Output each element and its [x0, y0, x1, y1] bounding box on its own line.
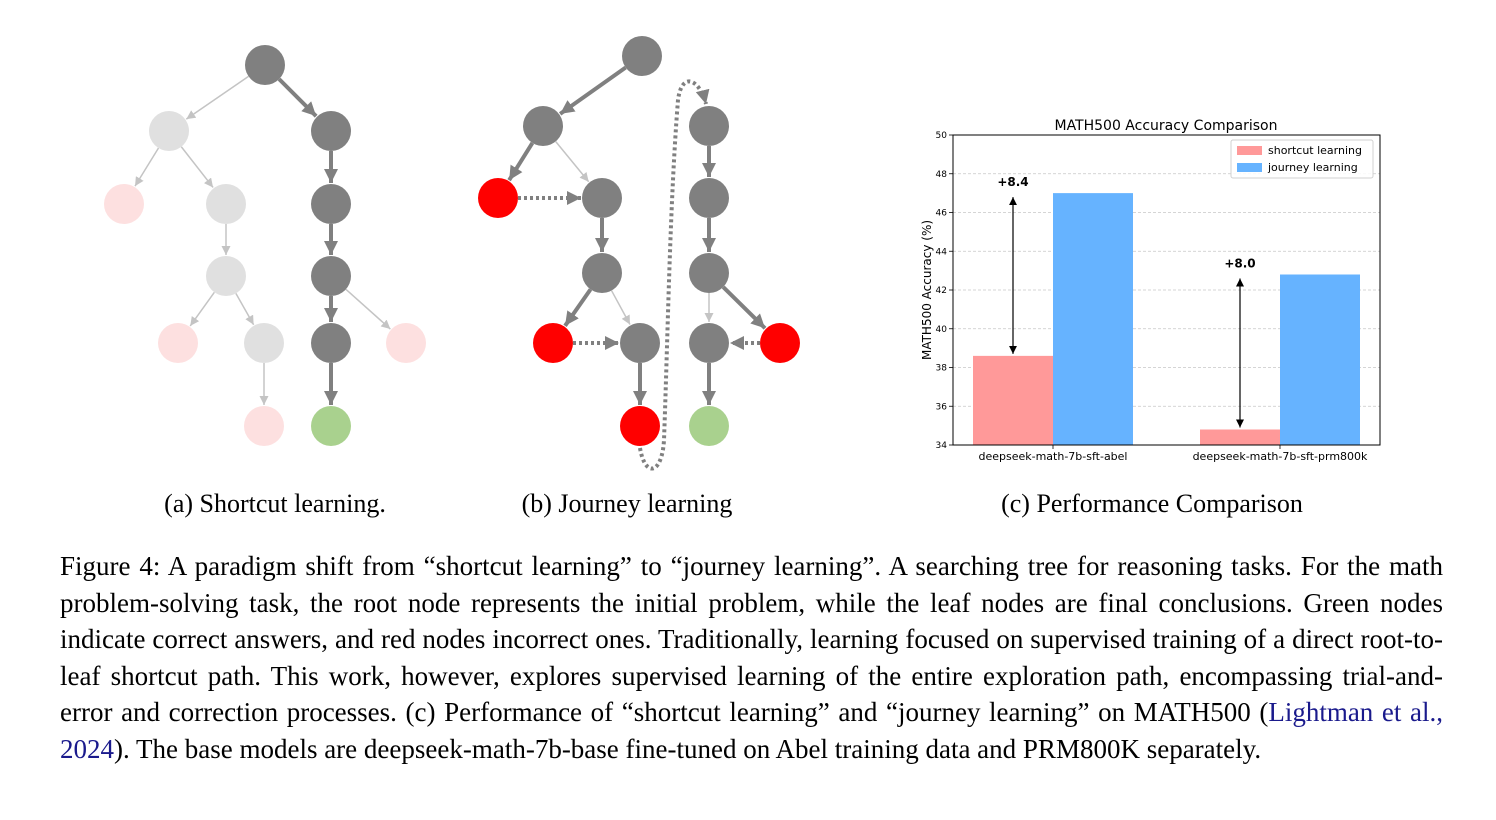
tree-node — [689, 253, 729, 293]
tree-node — [478, 178, 518, 218]
tree-node — [622, 36, 662, 76]
chart: MATH500 Accuracy Comparison MATH500 Accu… — [920, 118, 1381, 463]
figure-caption: Figure 4: A paradigm shift from “shortcu… — [60, 548, 1443, 767]
plot-frame — [952, 134, 1381, 446]
tree-node — [158, 323, 198, 363]
y-tick-label: 46 — [936, 209, 948, 219]
tree-node — [311, 256, 351, 296]
subfigure-caption: (c) Performance Comparison — [1001, 489, 1303, 518]
tree-node — [533, 323, 573, 363]
tree-edge — [277, 77, 318, 118]
y-tick-label: 34 — [936, 441, 948, 451]
tree-node — [244, 323, 284, 363]
trees — [104, 36, 800, 471]
caption-text: ). The base models are deepseek-math-7b-… — [114, 733, 1262, 764]
caption-text: A paradigm shift from “shortcut learning… — [60, 551, 1443, 727]
y-tick-label: 40 — [936, 325, 948, 335]
y-tick-label: 36 — [936, 402, 948, 412]
tree-node — [582, 178, 622, 218]
y-tick-label: 44 — [936, 247, 948, 257]
tree-node — [104, 184, 144, 224]
subfigure-caption: (a) Shortcut learning. — [164, 489, 386, 518]
tree-node — [149, 111, 189, 151]
tree-edge — [507, 141, 535, 182]
figure: (a) Shortcut learning. (b) Journey learn… — [104, 36, 1381, 518]
tree-node — [206, 256, 246, 296]
y-tick-label: 38 — [936, 364, 948, 374]
tree-node — [689, 106, 729, 146]
bar — [1280, 274, 1360, 445]
tree-edge — [134, 147, 160, 187]
tree-node — [689, 178, 729, 218]
tree-edge — [180, 146, 214, 188]
bar — [1053, 193, 1133, 445]
tree-edge — [721, 285, 767, 330]
tree-node — [620, 406, 660, 446]
tree-node — [760, 323, 800, 363]
tree-edge — [555, 140, 590, 183]
tree-node — [311, 323, 351, 363]
legend-swatch — [1237, 146, 1262, 155]
legend-swatch — [1237, 163, 1262, 172]
tree-node — [386, 323, 426, 363]
caption-label: Figure 4: — [60, 551, 161, 581]
tree-node — [311, 406, 351, 446]
tree-node — [689, 323, 729, 363]
tree-edge — [189, 291, 215, 327]
tree-edge — [563, 288, 593, 327]
y-axis-label: MATH500 Accuracy (%) — [920, 220, 934, 360]
tree-edge — [558, 65, 627, 116]
annotation: +8.0 — [1224, 257, 1255, 271]
tree-edge — [345, 288, 391, 330]
tree-node — [582, 253, 622, 293]
tree-node — [311, 111, 351, 151]
subfigure-caption: (b) Journey learning — [522, 489, 733, 518]
tree-node — [311, 184, 351, 224]
tree-edge — [235, 293, 255, 326]
tree-node — [244, 406, 284, 446]
tree-node — [620, 323, 660, 363]
bar — [1200, 429, 1280, 445]
annotation: +8.4 — [997, 175, 1028, 189]
tree-edge — [185, 75, 249, 120]
citation[interactable]: Lightman et al., 2024 — [60, 697, 1444, 764]
y-tick-label: 42 — [936, 286, 947, 296]
x-tick-label: deepseek-math-7b-sft-prm800k — [1193, 450, 1368, 463]
y-tick-label: 50 — [936, 131, 948, 141]
legend-label: shortcut learning — [1268, 144, 1362, 157]
bar — [973, 355, 1053, 445]
legend-label: journey learning — [1267, 161, 1358, 174]
chart-title: MATH500 Accuracy Comparison — [1054, 118, 1277, 134]
tree-node — [689, 406, 729, 446]
y-tick-label: 48 — [936, 170, 948, 180]
backtrack-edge — [638, 79, 710, 471]
legend-box — [1230, 139, 1374, 179]
x-tick-label: deepseek-math-7b-sft-abel — [978, 450, 1127, 463]
tree-node — [523, 106, 563, 146]
tree-node — [206, 184, 246, 224]
tree-node — [245, 45, 285, 85]
tree-edge — [610, 290, 631, 325]
